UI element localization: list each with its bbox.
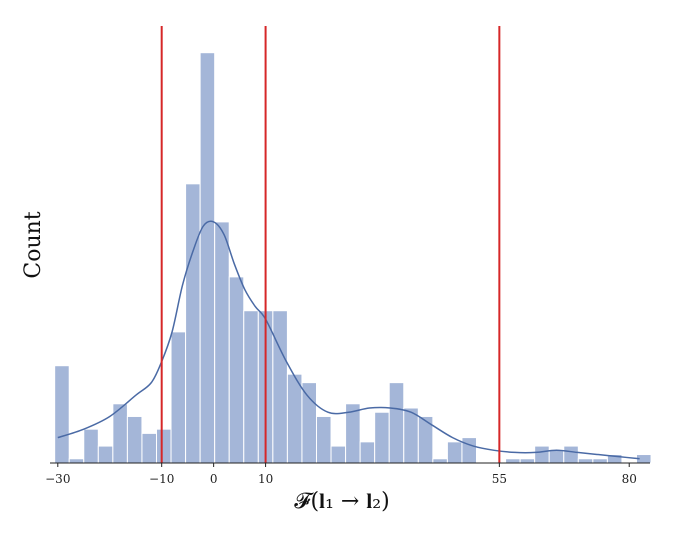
histogram-bar-15	[272, 310, 288, 464]
histogram-bar-28	[461, 437, 477, 464]
histogram-bar-8	[170, 331, 187, 464]
histogram-bar-1	[68, 458, 85, 464]
x-tick-label: 80	[622, 472, 637, 486]
histogram-bar-7	[155, 428, 172, 464]
histogram-bar-17	[301, 382, 317, 464]
x-axis-ticks: −30 −10 0 10 55 80	[45, 463, 637, 486]
histogram-bar-6	[141, 432, 157, 464]
histogram-bars	[54, 52, 652, 464]
x-tick-label: −10	[149, 472, 174, 486]
threshold-lines	[160, 26, 501, 463]
histogram-bar-22	[374, 411, 390, 464]
histogram-bar-10	[199, 52, 216, 464]
y-axis-label: Count	[21, 211, 46, 278]
x-tick-label: 0	[210, 472, 218, 486]
histogram-bar-31	[505, 458, 521, 464]
histogram-bar-5	[126, 415, 143, 464]
histogram-bar-3	[97, 445, 114, 464]
histogram-bar-24	[403, 407, 419, 464]
x-tick-label: −30	[45, 472, 70, 486]
kde-curve	[57, 220, 640, 460]
x-axis-label: 𝓕(𝐥₁ → 𝐥₂)	[294, 489, 389, 514]
x-tick-label: 10	[258, 472, 273, 486]
histogram-bar-34	[548, 449, 565, 464]
histogram-bar-12	[228, 276, 245, 464]
histogram-bar-0	[54, 365, 70, 464]
histogram-bar-23	[388, 382, 405, 464]
histogram-bar-18	[315, 415, 332, 464]
histogram-bar-33	[534, 445, 550, 464]
histogram-bar-19	[330, 445, 347, 464]
histogram-bar-32	[519, 458, 536, 464]
histogram-bar-11	[214, 221, 230, 464]
histogram-bar-21	[359, 441, 376, 464]
histogram-bar-9	[185, 183, 201, 464]
histogram-bar-26	[432, 458, 448, 464]
histogram-bar-37	[592, 458, 608, 464]
histogram-bar-13	[243, 310, 259, 464]
histogram-bar-35	[563, 445, 579, 464]
histogram-bar-16	[286, 373, 303, 464]
histogram-bar-2	[83, 428, 99, 464]
histogram-bar-36	[577, 458, 594, 464]
x-tick-label: 55	[492, 472, 507, 486]
histogram-bar-27	[446, 441, 463, 464]
